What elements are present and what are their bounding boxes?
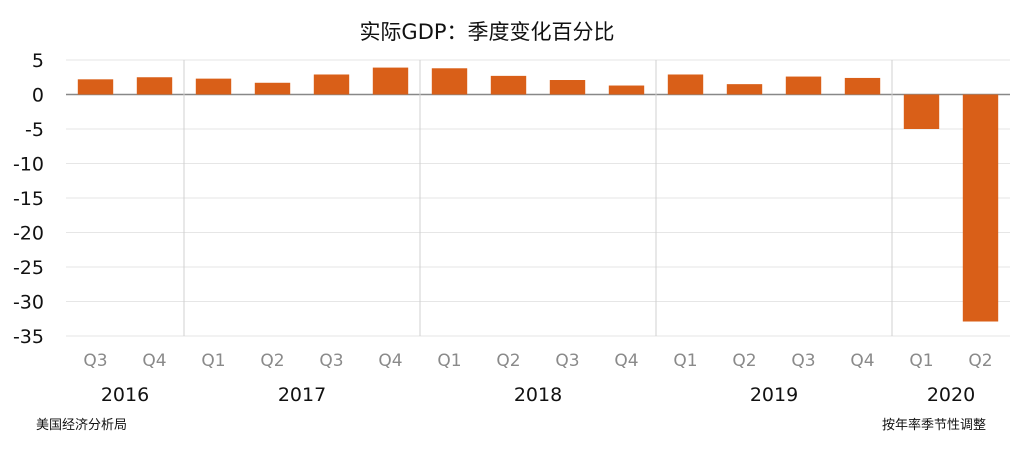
bar	[372, 67, 409, 95]
year-label: 2020	[927, 384, 975, 406]
bar	[431, 68, 468, 95]
bar	[549, 80, 586, 95]
year-label: 2016	[101, 384, 149, 406]
x-tick-label: Q4	[378, 351, 402, 371]
chart-title: 实际GDP：季度变化百分比	[359, 20, 614, 44]
y-tick-label: -25	[13, 257, 44, 279]
bar	[490, 75, 527, 95]
x-tick-label: Q4	[142, 351, 166, 371]
y-tick-label: -30	[13, 292, 44, 314]
bar	[313, 74, 350, 95]
bar	[195, 78, 232, 95]
x-tick-label: Q2	[968, 351, 992, 371]
x-tick-label: Q1	[437, 351, 461, 371]
x-tick-label: Q3	[555, 351, 579, 371]
adjustment-note: 按年率季节性调整	[882, 417, 986, 433]
x-tick-label: Q4	[614, 351, 638, 371]
x-tick-label: Q2	[260, 351, 284, 371]
year-label: 2019	[750, 384, 798, 406]
bars-group	[77, 67, 999, 322]
bar	[785, 76, 822, 95]
y-tick-label: -20	[13, 223, 44, 245]
x-axis: Q3 Q4 Q1 Q2 Q3 Q4 Q1 Q2 Q3 Q4 Q1 Q2 Q3 Q4 Q1 Q2 2016 2017…	[83, 351, 992, 406]
year-separators	[183, 60, 893, 336]
y-tick-label: 0	[32, 85, 44, 107]
bar	[844, 77, 881, 95]
bar	[667, 74, 704, 95]
x-tick-label: Q1	[201, 351, 225, 371]
year-label: 2018	[514, 384, 562, 406]
bar	[726, 84, 763, 95]
x-tick-label: Q1	[909, 351, 933, 371]
y-tick-label: -5	[25, 119, 44, 141]
x-tick-label: Q2	[496, 351, 520, 371]
y-tick-label: -15	[13, 188, 44, 210]
bar	[254, 82, 291, 95]
bar	[608, 85, 645, 95]
x-tick-label: Q4	[850, 351, 874, 371]
bar	[136, 77, 173, 95]
bar	[77, 79, 114, 95]
y-tick-label: 5	[32, 50, 44, 72]
bar	[962, 94, 999, 322]
year-label: 2017	[278, 384, 326, 406]
bar	[903, 94, 940, 129]
x-tick-label: Q1	[673, 351, 697, 371]
y-tick-label: -10	[13, 154, 44, 176]
x-tick-label: Q3	[791, 351, 815, 371]
y-axis: 5 0 -5 -10 -15 -20 -25 -30 -35	[13, 50, 44, 348]
x-tick-label: Q3	[319, 351, 343, 371]
x-tick-label: Q3	[83, 351, 107, 371]
source-note: 美国经济分析局	[36, 418, 127, 433]
grid-lines	[66, 59, 1010, 337]
y-tick-label: -35	[13, 326, 44, 348]
x-tick-label: Q2	[732, 351, 756, 371]
